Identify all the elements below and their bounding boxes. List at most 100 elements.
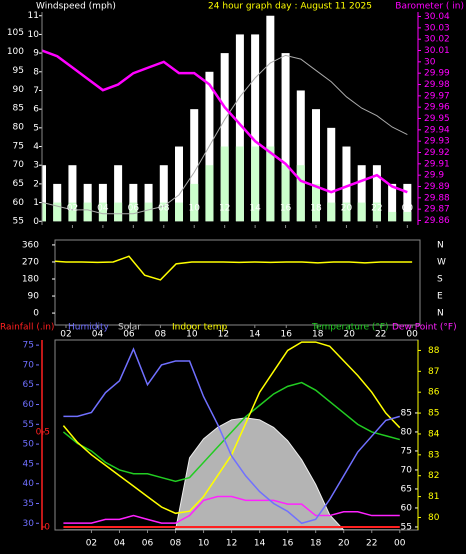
x-tick-label: 14 bbox=[254, 539, 266, 549]
y-tick-label: 0 bbox=[33, 309, 39, 319]
y-tick-label: 60 bbox=[13, 198, 25, 208]
y-tick-label: 29.91 bbox=[424, 159, 450, 169]
y-tick-label: 70 bbox=[401, 465, 413, 475]
x-tick-label: 06 bbox=[123, 330, 135, 340]
y-tick-label: 270 bbox=[22, 257, 39, 267]
y-tick-label: 95 bbox=[13, 66, 24, 76]
y-tick-label: 360 bbox=[22, 240, 39, 250]
wind-bar bbox=[235, 34, 244, 222]
x-tick-label: 04 bbox=[97, 204, 109, 214]
y-tick-label: 29.98 bbox=[424, 80, 450, 90]
x-tick-label: 10 bbox=[198, 539, 210, 549]
x-tick-label: 06 bbox=[142, 539, 154, 549]
y-tick-label: 1 bbox=[33, 198, 39, 208]
y-tick-label: 29.9 bbox=[424, 171, 444, 181]
compass-label: E bbox=[437, 292, 443, 302]
wind-bar bbox=[251, 34, 260, 222]
x-tick-label: 08 bbox=[158, 204, 170, 214]
y-tick-label: 35 bbox=[23, 499, 34, 509]
y-tick-label: 105 bbox=[7, 28, 24, 38]
compass-label: W bbox=[437, 257, 446, 267]
wind-bar bbox=[266, 15, 275, 222]
x-tick-label: 20 bbox=[338, 539, 350, 549]
y-tick-label: 65 bbox=[23, 380, 34, 390]
y-tick-label: 60 bbox=[23, 400, 35, 410]
y-tick-label: 8 bbox=[33, 67, 39, 77]
solar-area bbox=[63, 417, 400, 530]
y-tick-label: 29.87 bbox=[424, 205, 450, 215]
wind-bar bbox=[220, 146, 229, 222]
x-tick-label: 02 bbox=[67, 204, 78, 214]
series-line bbox=[62, 381, 400, 483]
x-tick-label: 22 bbox=[375, 330, 386, 340]
wind-bar bbox=[251, 146, 260, 222]
wind-bar bbox=[342, 202, 351, 222]
y-tick-label: 29.89 bbox=[424, 182, 450, 192]
y-tick-label: 0 bbox=[33, 217, 39, 227]
y-tick-label: 65 bbox=[401, 484, 412, 494]
y-tick-label: 50 bbox=[23, 440, 35, 450]
wind-bar bbox=[68, 202, 77, 222]
y-tick-label: 9 bbox=[33, 49, 39, 59]
y-tick-label: 29.97 bbox=[424, 91, 450, 101]
y-tick-label: 0 bbox=[44, 522, 50, 532]
legend-label: Humidity bbox=[68, 323, 109, 333]
y-tick-label: 75 bbox=[13, 141, 24, 151]
legend-label: Rainfall (.in) bbox=[0, 323, 54, 333]
wind-bar bbox=[98, 202, 107, 222]
compass-label: N bbox=[437, 240, 444, 250]
y-tick-label: 75 bbox=[23, 341, 34, 351]
x-tick-label: 10 bbox=[186, 330, 198, 340]
compass-label: N bbox=[437, 309, 444, 319]
plot-area bbox=[62, 341, 401, 530]
y-tick-label: 3 bbox=[33, 161, 39, 171]
x-tick-label: 12 bbox=[226, 539, 237, 549]
y-tick-label: 55 bbox=[23, 420, 34, 430]
wind-bar bbox=[281, 165, 290, 222]
series-line bbox=[63, 495, 400, 524]
y-tick-label: 29.94 bbox=[424, 125, 450, 135]
y-tick-label: 100 bbox=[7, 47, 24, 57]
y-tick-label: 2 bbox=[33, 179, 39, 189]
wind-bar bbox=[357, 165, 366, 222]
legend-label: Solar bbox=[118, 323, 141, 333]
wind-bar bbox=[312, 183, 321, 222]
y-tick-label: 45 bbox=[23, 459, 34, 469]
y-tick-label: 4 bbox=[33, 142, 39, 152]
wind-bar bbox=[388, 183, 397, 222]
y-tick-label: 85 bbox=[401, 408, 412, 418]
y-tick-label: 40 bbox=[23, 479, 35, 489]
y-tick-label: 87 bbox=[428, 367, 439, 377]
legend-label: Indoor temp bbox=[172, 323, 227, 333]
y-tick-label: 60 bbox=[401, 503, 413, 513]
legend-label: Dew Point (°F) bbox=[392, 323, 457, 333]
y2-axis-title: Barometer ( in) bbox=[395, 2, 464, 12]
wind-bar bbox=[266, 146, 275, 222]
wind-bar bbox=[129, 202, 138, 222]
y-tick-label: 29.88 bbox=[424, 193, 450, 203]
wind-bar bbox=[42, 165, 46, 222]
x-tick-label: 00 bbox=[402, 204, 414, 214]
x-tick-label: 14 bbox=[249, 330, 261, 340]
wind-bar bbox=[159, 202, 168, 222]
x-tick-label: 22 bbox=[371, 204, 382, 214]
wind-bar bbox=[220, 53, 229, 222]
wind-bar bbox=[372, 165, 381, 222]
wind-bar bbox=[114, 202, 123, 222]
y-tick-label: 29.93 bbox=[424, 137, 450, 147]
y-tick-label: 55 bbox=[401, 522, 412, 532]
y-tick-label: 70 bbox=[13, 160, 25, 170]
y-tick-label: 80 bbox=[13, 122, 25, 132]
y-tick-label: 180 bbox=[22, 274, 39, 284]
wind-bar bbox=[190, 109, 199, 222]
y-tick-label: 85 bbox=[13, 104, 24, 114]
x-tick-label: 16 bbox=[281, 330, 293, 340]
series-line bbox=[42, 54, 408, 215]
legend-label: Temperature (°F) bbox=[311, 323, 389, 333]
wind-bar bbox=[372, 202, 381, 222]
y-tick-label: 65 bbox=[13, 179, 24, 189]
x-tick-label: 00 bbox=[394, 539, 406, 549]
x-tick-label: 04 bbox=[114, 539, 126, 549]
